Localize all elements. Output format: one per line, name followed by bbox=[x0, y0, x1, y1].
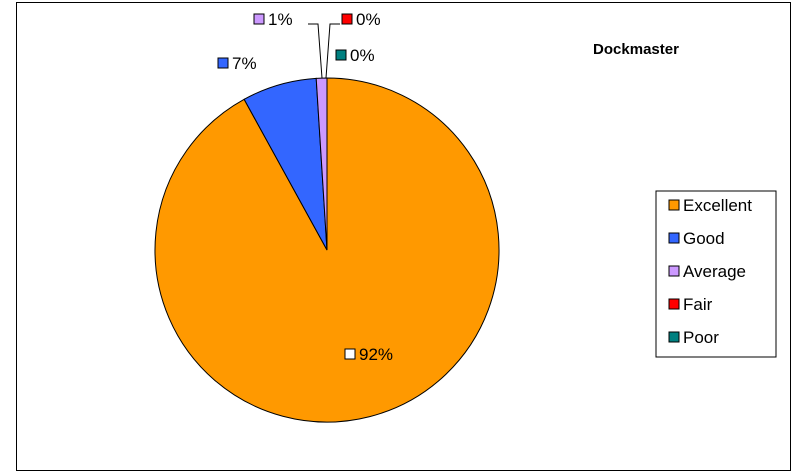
leader-line-average bbox=[308, 23, 323, 79]
data-label-key-fair bbox=[341, 13, 353, 25]
data-label-key-poor bbox=[335, 49, 347, 61]
data-label-fair: 0% bbox=[356, 10, 381, 29]
legend-swatch-good bbox=[668, 232, 680, 244]
leader-lines bbox=[308, 23, 340, 79]
data-label-excellent: 92% bbox=[359, 345, 393, 364]
leader-line-fair bbox=[325, 23, 340, 79]
legend-label-good: Good bbox=[683, 229, 725, 248]
legend-swatch-average bbox=[668, 265, 680, 277]
data-label-key-average bbox=[253, 13, 265, 25]
legend: Excellent Good Average Fair Poor bbox=[655, 190, 777, 358]
chart-title: Dockmaster bbox=[593, 41, 679, 58]
pie-slices bbox=[154, 77, 500, 423]
data-label-good: 7% bbox=[232, 54, 257, 73]
data-label-poor: 0% bbox=[350, 46, 375, 65]
legend-swatch-poor bbox=[668, 331, 680, 343]
data-labels: 92% 7% 1% 0% 0% bbox=[217, 10, 393, 364]
legend-label-excellent: Excellent bbox=[683, 196, 752, 215]
legend-swatch-fair bbox=[668, 298, 680, 310]
data-label-average: 1% bbox=[268, 10, 293, 29]
data-label-key-excellent bbox=[344, 348, 356, 360]
legend-swatch-excellent bbox=[668, 199, 680, 211]
data-label-key-good bbox=[217, 57, 229, 69]
pie-slice-average bbox=[315, 77, 328, 251]
legend-label-poor: Poor bbox=[683, 328, 719, 347]
legend-label-average: Average bbox=[683, 262, 746, 281]
legend-label-fair: Fair bbox=[683, 295, 713, 314]
